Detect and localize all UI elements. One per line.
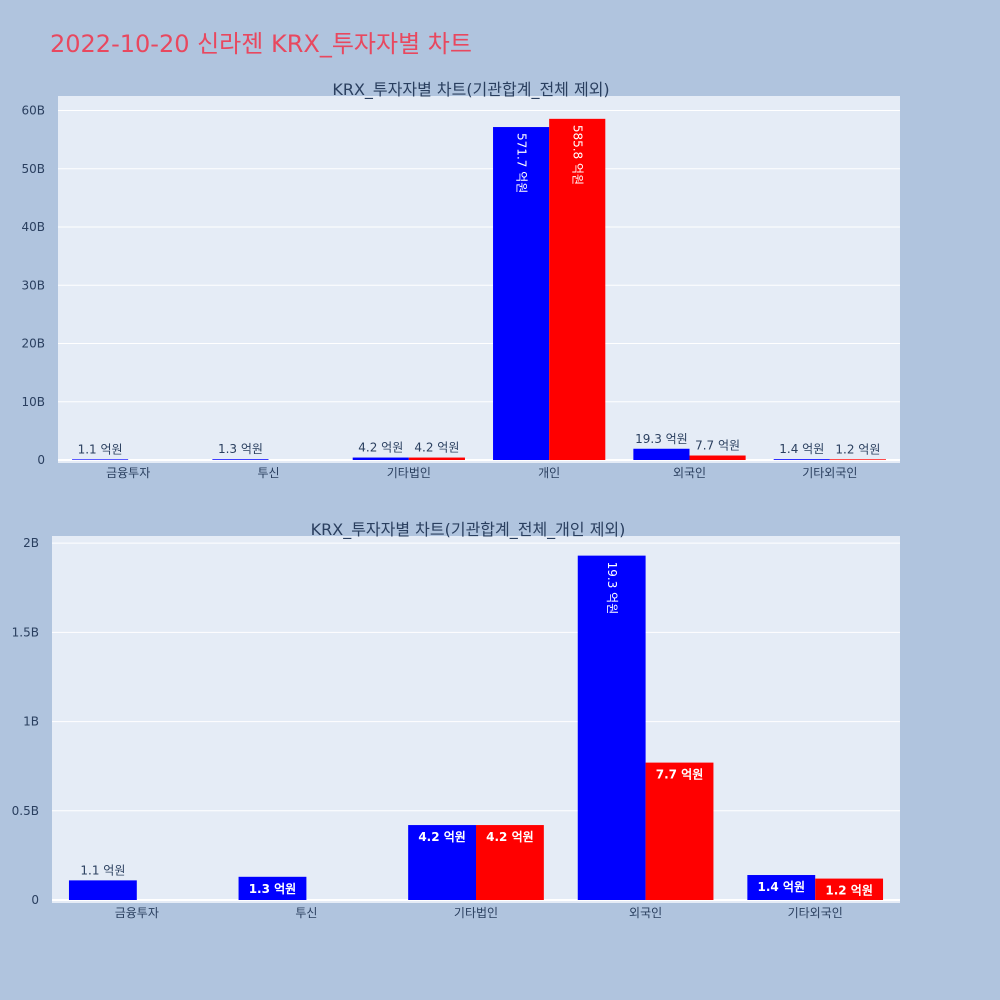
chart1-bar (549, 118, 606, 460)
chart2-bar (747, 875, 816, 900)
chart1-data-label: 1.4 억원 (779, 442, 824, 456)
chart1-bar (493, 127, 550, 460)
chart1-bar (408, 457, 465, 460)
chart1-bar (72, 459, 129, 460)
chart1-data-label: 1.3 억원 (218, 442, 263, 456)
chart1-ytick-label: 30B (21, 278, 45, 292)
chart1-xtick-label: 외국인 (673, 466, 706, 480)
chart2-ytick-label: 0 (31, 893, 39, 907)
chart2-bar (476, 825, 544, 900)
chart2-bar (238, 876, 307, 900)
chart1-bar (689, 455, 746, 460)
chart1-ytick-label: 20B (21, 337, 45, 351)
chart2-bar (815, 878, 884, 900)
chart1-bar (829, 459, 886, 460)
page-title: 2022-10-20 신라젠 KRX_투자자별 차트 (50, 30, 472, 58)
chart1-ytick-label: 60B (21, 104, 45, 118)
chart1-xtick-label: 기타외국인 (802, 466, 857, 480)
chart2-xtick-label: 외국인 (629, 906, 662, 920)
chart1-data-label: 4.2 억원 (414, 441, 459, 455)
chart1-ytick-label: 10B (21, 395, 45, 409)
chart2-data-label: 1.4 억원 (758, 880, 806, 894)
chart2-data-label: 7.7 억원 (656, 768, 704, 782)
chart1-data-label: 7.7 억원 (695, 439, 740, 453)
chart2-bar (577, 555, 646, 900)
chart2-title: KRX_투자자별 차트(기관합계_전체_개인 제외) (311, 520, 626, 540)
chart2-xtick-label: 투신 (295, 906, 317, 920)
chart1-xtick-label: 기타법인 (387, 466, 431, 480)
chart1-bar (352, 457, 409, 460)
chart1-data-label: 1.2 억원 (835, 442, 880, 456)
chart2-data-label: 19.3 억원 (605, 562, 619, 615)
chart2-bar (68, 880, 137, 900)
chart1-plot-area (58, 96, 900, 463)
chart2-data-label: 4.2 억원 (486, 830, 534, 844)
chart2-xtick-label: 기타외국인 (788, 906, 843, 920)
chart2-ytick-label: 1B (23, 715, 39, 729)
chart1-xtick-label: 금융투자 (106, 466, 150, 480)
chart1-ytick-label: 0 (37, 453, 45, 467)
chart1-data-label: 585.8 억원 (571, 125, 585, 185)
chart1-bar (212, 459, 269, 460)
chart1-data-label: 4.2 억원 (358, 441, 403, 455)
chart2-data-label: 1.2 억원 (825, 884, 873, 898)
chart1-data-label: 1.1 억원 (78, 442, 123, 456)
chart1-ytick-label: 40B (21, 220, 45, 234)
chart1-ytick-label: 50B (21, 162, 45, 176)
chart2-data-label: 1.3 억원 (249, 882, 297, 896)
chart2-data-label: 4.2 억원 (418, 830, 466, 844)
chart1-data-label: 571.7 억원 (515, 133, 529, 193)
chart2-data-label: 1.1 억원 (80, 863, 125, 877)
chart2-bar (645, 762, 714, 900)
chart1-bar (633, 448, 690, 460)
chart2-ytick-label: 0.5B (12, 804, 39, 818)
chart1-xtick-label: 투신 (257, 466, 279, 480)
chart2-bar (408, 825, 476, 900)
chart2-ytick-label: 1.5B (12, 625, 39, 639)
chart2-xtick-label: 기타법인 (454, 906, 498, 920)
chart2-ytick-label: 2B (23, 536, 39, 550)
chart1-title: KRX_투자자별 차트(기관합계_전체 제외) (332, 80, 609, 100)
chart1-bar (773, 459, 830, 460)
chart1-data-label: 19.3 억원 (635, 432, 688, 446)
chart1-xtick-label: 개인 (538, 466, 560, 480)
chart2-xtick-label: 금융투자 (115, 906, 159, 920)
